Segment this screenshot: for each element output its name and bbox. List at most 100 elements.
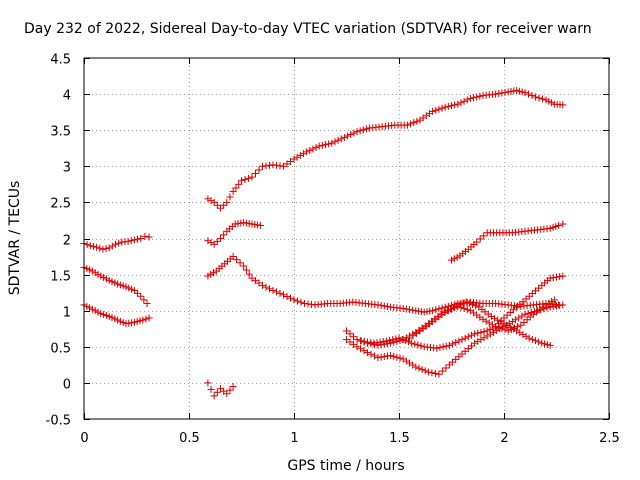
data-point bbox=[139, 316, 147, 324]
data-point bbox=[549, 274, 557, 282]
data-point bbox=[539, 95, 546, 103]
data-point bbox=[380, 353, 388, 361]
data-point bbox=[428, 369, 436, 377]
y-tick-label: 0.5 bbox=[50, 342, 71, 357]
data-point bbox=[299, 150, 307, 158]
data-point bbox=[213, 237, 221, 245]
data-point bbox=[337, 135, 345, 143]
x-tick-label: 1.5 bbox=[389, 431, 410, 446]
data-point bbox=[512, 316, 520, 324]
data-point bbox=[325, 140, 333, 148]
data-point bbox=[451, 101, 459, 109]
data-point bbox=[432, 306, 440, 314]
data-point bbox=[262, 283, 270, 291]
data-point bbox=[241, 176, 249, 184]
data-point bbox=[480, 334, 488, 342]
y-tick-label: 1 bbox=[63, 306, 71, 321]
data-point bbox=[334, 136, 342, 144]
data-point bbox=[238, 177, 245, 185]
data-point bbox=[438, 104, 446, 112]
data-point bbox=[448, 102, 455, 110]
data-point bbox=[112, 240, 119, 248]
data-point bbox=[524, 309, 532, 317]
data-point bbox=[210, 392, 218, 400]
data-point bbox=[474, 337, 482, 345]
data-point bbox=[404, 338, 412, 346]
data-point bbox=[441, 103, 449, 111]
data-point bbox=[559, 101, 567, 109]
data-point bbox=[458, 336, 466, 344]
data-point bbox=[525, 90, 532, 98]
data-point bbox=[210, 240, 218, 248]
x-tick-label: 0.5 bbox=[179, 431, 200, 446]
data-point bbox=[134, 235, 142, 243]
data-point bbox=[387, 339, 395, 347]
data-point bbox=[473, 93, 481, 101]
data-point bbox=[454, 302, 462, 310]
data-point bbox=[145, 233, 153, 241]
data-point bbox=[204, 195, 212, 203]
data-point bbox=[495, 90, 503, 98]
data-point bbox=[145, 314, 153, 322]
data-point bbox=[343, 327, 350, 335]
data-point bbox=[449, 340, 457, 348]
data-point bbox=[508, 318, 516, 326]
data-point bbox=[457, 303, 465, 311]
data-point bbox=[546, 303, 554, 311]
chart-title: Day 232 of 2022, Sidereal Day-to-day VTE… bbox=[24, 21, 592, 37]
data-point bbox=[236, 259, 244, 267]
data-point bbox=[435, 105, 443, 113]
data-point bbox=[137, 292, 145, 300]
data-point bbox=[469, 301, 476, 309]
data-point bbox=[470, 94, 478, 102]
data-point bbox=[444, 102, 452, 110]
data-point bbox=[220, 231, 228, 239]
x-tick-label: 2 bbox=[500, 431, 508, 446]
data-point bbox=[379, 338, 387, 346]
data-point bbox=[220, 201, 228, 209]
data-point bbox=[490, 328, 497, 336]
data-point bbox=[521, 310, 529, 318]
data-point bbox=[367, 350, 375, 358]
data-point bbox=[532, 337, 539, 345]
data-point bbox=[491, 314, 499, 322]
data-point bbox=[223, 390, 231, 398]
data-point bbox=[226, 386, 234, 394]
data-point bbox=[213, 388, 221, 396]
data-point bbox=[492, 323, 500, 331]
data-point bbox=[396, 354, 404, 362]
data-point bbox=[522, 332, 530, 340]
data-point bbox=[432, 106, 440, 114]
data-points bbox=[80, 86, 567, 400]
data-point bbox=[344, 132, 352, 140]
grid bbox=[84, 58, 609, 419]
data-point bbox=[370, 339, 378, 347]
data-point bbox=[525, 334, 533, 342]
data-point bbox=[435, 305, 443, 313]
data-point bbox=[559, 220, 567, 228]
data-point bbox=[115, 239, 123, 247]
data-point bbox=[546, 274, 554, 282]
data-point bbox=[387, 351, 395, 359]
data-point bbox=[433, 344, 441, 352]
data-point bbox=[294, 297, 301, 305]
data-point bbox=[207, 238, 215, 246]
data-point bbox=[466, 94, 474, 102]
data-point bbox=[471, 330, 479, 338]
data-point bbox=[485, 319, 493, 327]
data-point bbox=[421, 367, 429, 375]
data-point bbox=[431, 370, 439, 378]
data-point bbox=[89, 242, 97, 250]
data-point bbox=[461, 334, 469, 342]
data-point bbox=[248, 173, 256, 181]
data-point bbox=[347, 131, 355, 139]
data-point bbox=[273, 288, 280, 296]
data-point bbox=[371, 352, 378, 360]
data-point bbox=[130, 286, 138, 294]
data-point bbox=[429, 107, 437, 115]
data-point bbox=[480, 328, 488, 336]
data-point bbox=[322, 141, 329, 149]
data-point bbox=[252, 170, 259, 178]
data-point bbox=[457, 99, 465, 107]
data-point bbox=[451, 304, 459, 312]
